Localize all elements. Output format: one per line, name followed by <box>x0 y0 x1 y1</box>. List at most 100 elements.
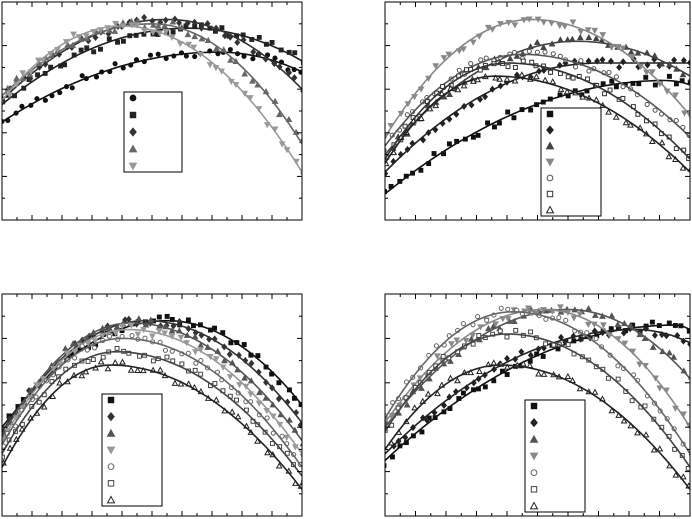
legend-marker <box>106 446 116 455</box>
data-point <box>599 56 606 64</box>
data-point <box>433 343 439 349</box>
series-7 <box>385 359 690 490</box>
data-point <box>19 103 25 109</box>
legend <box>540 107 602 217</box>
data-point <box>679 71 687 78</box>
data-point <box>431 151 437 156</box>
data-point <box>63 350 71 357</box>
data-point <box>432 63 440 70</box>
data-point <box>592 34 600 42</box>
series-5 <box>385 305 690 457</box>
data-point <box>681 110 688 117</box>
data-point <box>418 167 424 173</box>
data-point <box>256 388 263 396</box>
data-point <box>585 305 592 312</box>
data-point <box>456 67 462 73</box>
data-point <box>112 20 119 27</box>
data-point <box>454 377 461 384</box>
data-point <box>593 336 599 342</box>
data-point <box>112 61 118 67</box>
data-point <box>135 315 143 322</box>
data-point <box>162 347 169 353</box>
data-point <box>137 353 142 359</box>
legend-marker <box>530 418 538 428</box>
legend-marker <box>107 396 115 404</box>
data-point <box>606 69 612 75</box>
data-point <box>177 380 185 387</box>
fit-line <box>385 62 690 160</box>
data-point <box>482 384 488 390</box>
data-point <box>241 374 248 381</box>
data-point <box>533 38 541 46</box>
data-point <box>250 56 256 62</box>
plot-area <box>385 304 690 490</box>
data-point <box>651 331 658 339</box>
data-point <box>622 119 630 126</box>
data-point <box>445 51 453 58</box>
data-point <box>496 75 504 82</box>
data-point <box>608 407 616 414</box>
data-point <box>162 29 170 36</box>
data-point <box>40 403 48 410</box>
fit-line <box>385 53 690 147</box>
panel-top-right <box>384 1 691 221</box>
series-1 <box>385 73 690 195</box>
data-point <box>506 55 514 62</box>
data-point <box>286 416 293 423</box>
data-point <box>605 108 612 115</box>
data-point <box>57 89 63 96</box>
data-point <box>226 350 233 358</box>
data-point <box>79 73 85 79</box>
axis-ticks <box>1 1 303 221</box>
data-point <box>114 323 121 330</box>
data-point <box>446 141 452 147</box>
data-point <box>605 375 611 381</box>
data-point <box>226 374 234 381</box>
data-point <box>526 48 532 54</box>
data-point <box>423 416 430 424</box>
legend-marker <box>129 111 137 119</box>
data-point <box>679 473 687 480</box>
data-point <box>454 86 462 93</box>
data-point <box>78 47 84 53</box>
data-point <box>114 345 120 351</box>
legend-marker <box>107 412 115 422</box>
data-point <box>576 311 584 318</box>
data-point <box>511 77 519 84</box>
data-point <box>564 372 572 380</box>
data-point <box>460 390 466 396</box>
data-point <box>184 30 192 38</box>
data-point <box>249 77 256 84</box>
data-point <box>666 73 672 79</box>
data-point <box>634 49 642 56</box>
data-point <box>411 404 418 411</box>
series-5 <box>2 332 302 468</box>
data-point <box>269 40 275 45</box>
legend-marker <box>530 402 538 410</box>
data-point <box>417 114 425 121</box>
axis-ticks <box>384 1 691 221</box>
data-point <box>198 371 204 377</box>
data-point <box>448 341 455 348</box>
data-point <box>176 19 183 27</box>
data-point <box>615 376 621 382</box>
data-point <box>254 437 261 444</box>
legend-marker <box>107 480 115 487</box>
data-point <box>433 353 441 360</box>
data-point <box>577 335 584 343</box>
data-point <box>549 78 557 85</box>
data-point <box>460 321 467 327</box>
data-point <box>221 357 228 364</box>
fit-line <box>2 364 302 490</box>
data-point <box>91 49 97 55</box>
data-point <box>286 69 293 77</box>
data-point <box>440 353 446 359</box>
fit-line <box>385 308 690 428</box>
data-point <box>600 322 607 329</box>
legend-marker <box>529 434 539 443</box>
data-point <box>111 27 119 34</box>
data-point <box>148 333 156 340</box>
data-point <box>460 46 467 53</box>
legend-marker <box>545 141 555 150</box>
data-point <box>652 107 658 113</box>
